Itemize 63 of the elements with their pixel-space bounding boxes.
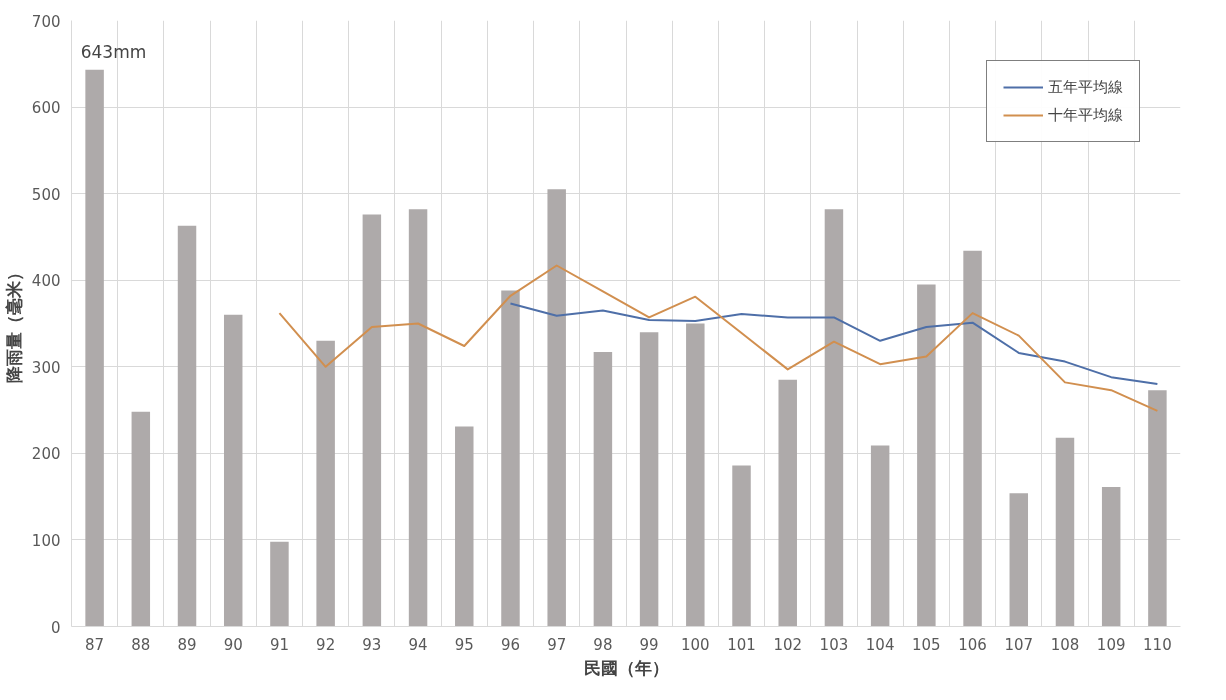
x-tick-label: 97: [547, 635, 567, 654]
bar: [963, 250, 982, 627]
x-tick-label: 90: [223, 635, 243, 654]
x-tick-label: 94: [408, 635, 428, 654]
bar: [547, 189, 566, 627]
bar: [1148, 390, 1167, 627]
x-tick-label: 102: [773, 635, 803, 654]
x-tick-label: 106: [958, 635, 987, 654]
bar: [85, 69, 104, 627]
bar: [593, 352, 613, 627]
x-tick-label: 89: [177, 635, 197, 654]
bar: [732, 465, 751, 627]
x-axis-title: 民國（年）: [583, 657, 669, 678]
y-tick-label: 100: [31, 531, 61, 550]
bar: [870, 445, 890, 627]
y-axis-title: 降雨量（毫米）: [3, 264, 24, 383]
y-tick-label: 300: [31, 358, 61, 377]
x-tick-label: 92: [316, 635, 336, 654]
x-tick-label: 110: [1143, 635, 1172, 654]
bar: [177, 225, 197, 627]
x-tick-label: 108: [1050, 635, 1080, 654]
bar: [362, 214, 382, 627]
x-tick-label: 98: [593, 635, 613, 654]
x-tick-label: 109: [1096, 635, 1126, 654]
x-tick-label: 87: [85, 635, 105, 654]
bar: [1055, 437, 1075, 627]
bar: [131, 411, 151, 627]
legend-label: 十年平均線: [1048, 105, 1123, 125]
bar: [639, 332, 659, 627]
annotation: 643mm: [80, 41, 147, 62]
y-tick-label: 0: [50, 618, 61, 637]
bar: [1101, 487, 1121, 627]
y-tick-label: 200: [31, 445, 61, 464]
x-tick-label: 104: [865, 635, 895, 654]
bar: [917, 284, 936, 627]
x-tick-label: 99: [639, 635, 659, 654]
y-tick-label: 600: [31, 99, 61, 118]
bar: [270, 541, 289, 627]
bar: [223, 314, 243, 627]
line-series: [509, 302, 1159, 386]
x-tick-label: 107: [1004, 635, 1034, 654]
x-tick-label: 95: [454, 635, 474, 654]
x-tick-label: 91: [269, 635, 289, 654]
bar: [824, 209, 844, 627]
bar: [686, 323, 705, 627]
bar: [408, 209, 428, 627]
x-tick-label: 105: [912, 635, 941, 654]
legend-label: 五年平均線: [1048, 77, 1123, 97]
bar: [501, 290, 520, 627]
x-tick-label: 100: [681, 635, 710, 654]
x-tick-label: 101: [727, 635, 756, 654]
x-tick-label: 103: [819, 635, 849, 654]
bar: [778, 379, 797, 627]
line-series: [278, 264, 1159, 412]
y-tick-label: 400: [31, 272, 61, 291]
y-tick-label: 500: [31, 185, 61, 204]
x-tick-label: 96: [500, 635, 521, 654]
x-tick-label: 93: [362, 635, 382, 654]
bar: [316, 340, 335, 627]
bar: [1009, 493, 1029, 627]
y-tick-label: 700: [31, 12, 61, 31]
x-tick-label: 88: [131, 635, 151, 654]
bar: [455, 426, 474, 627]
